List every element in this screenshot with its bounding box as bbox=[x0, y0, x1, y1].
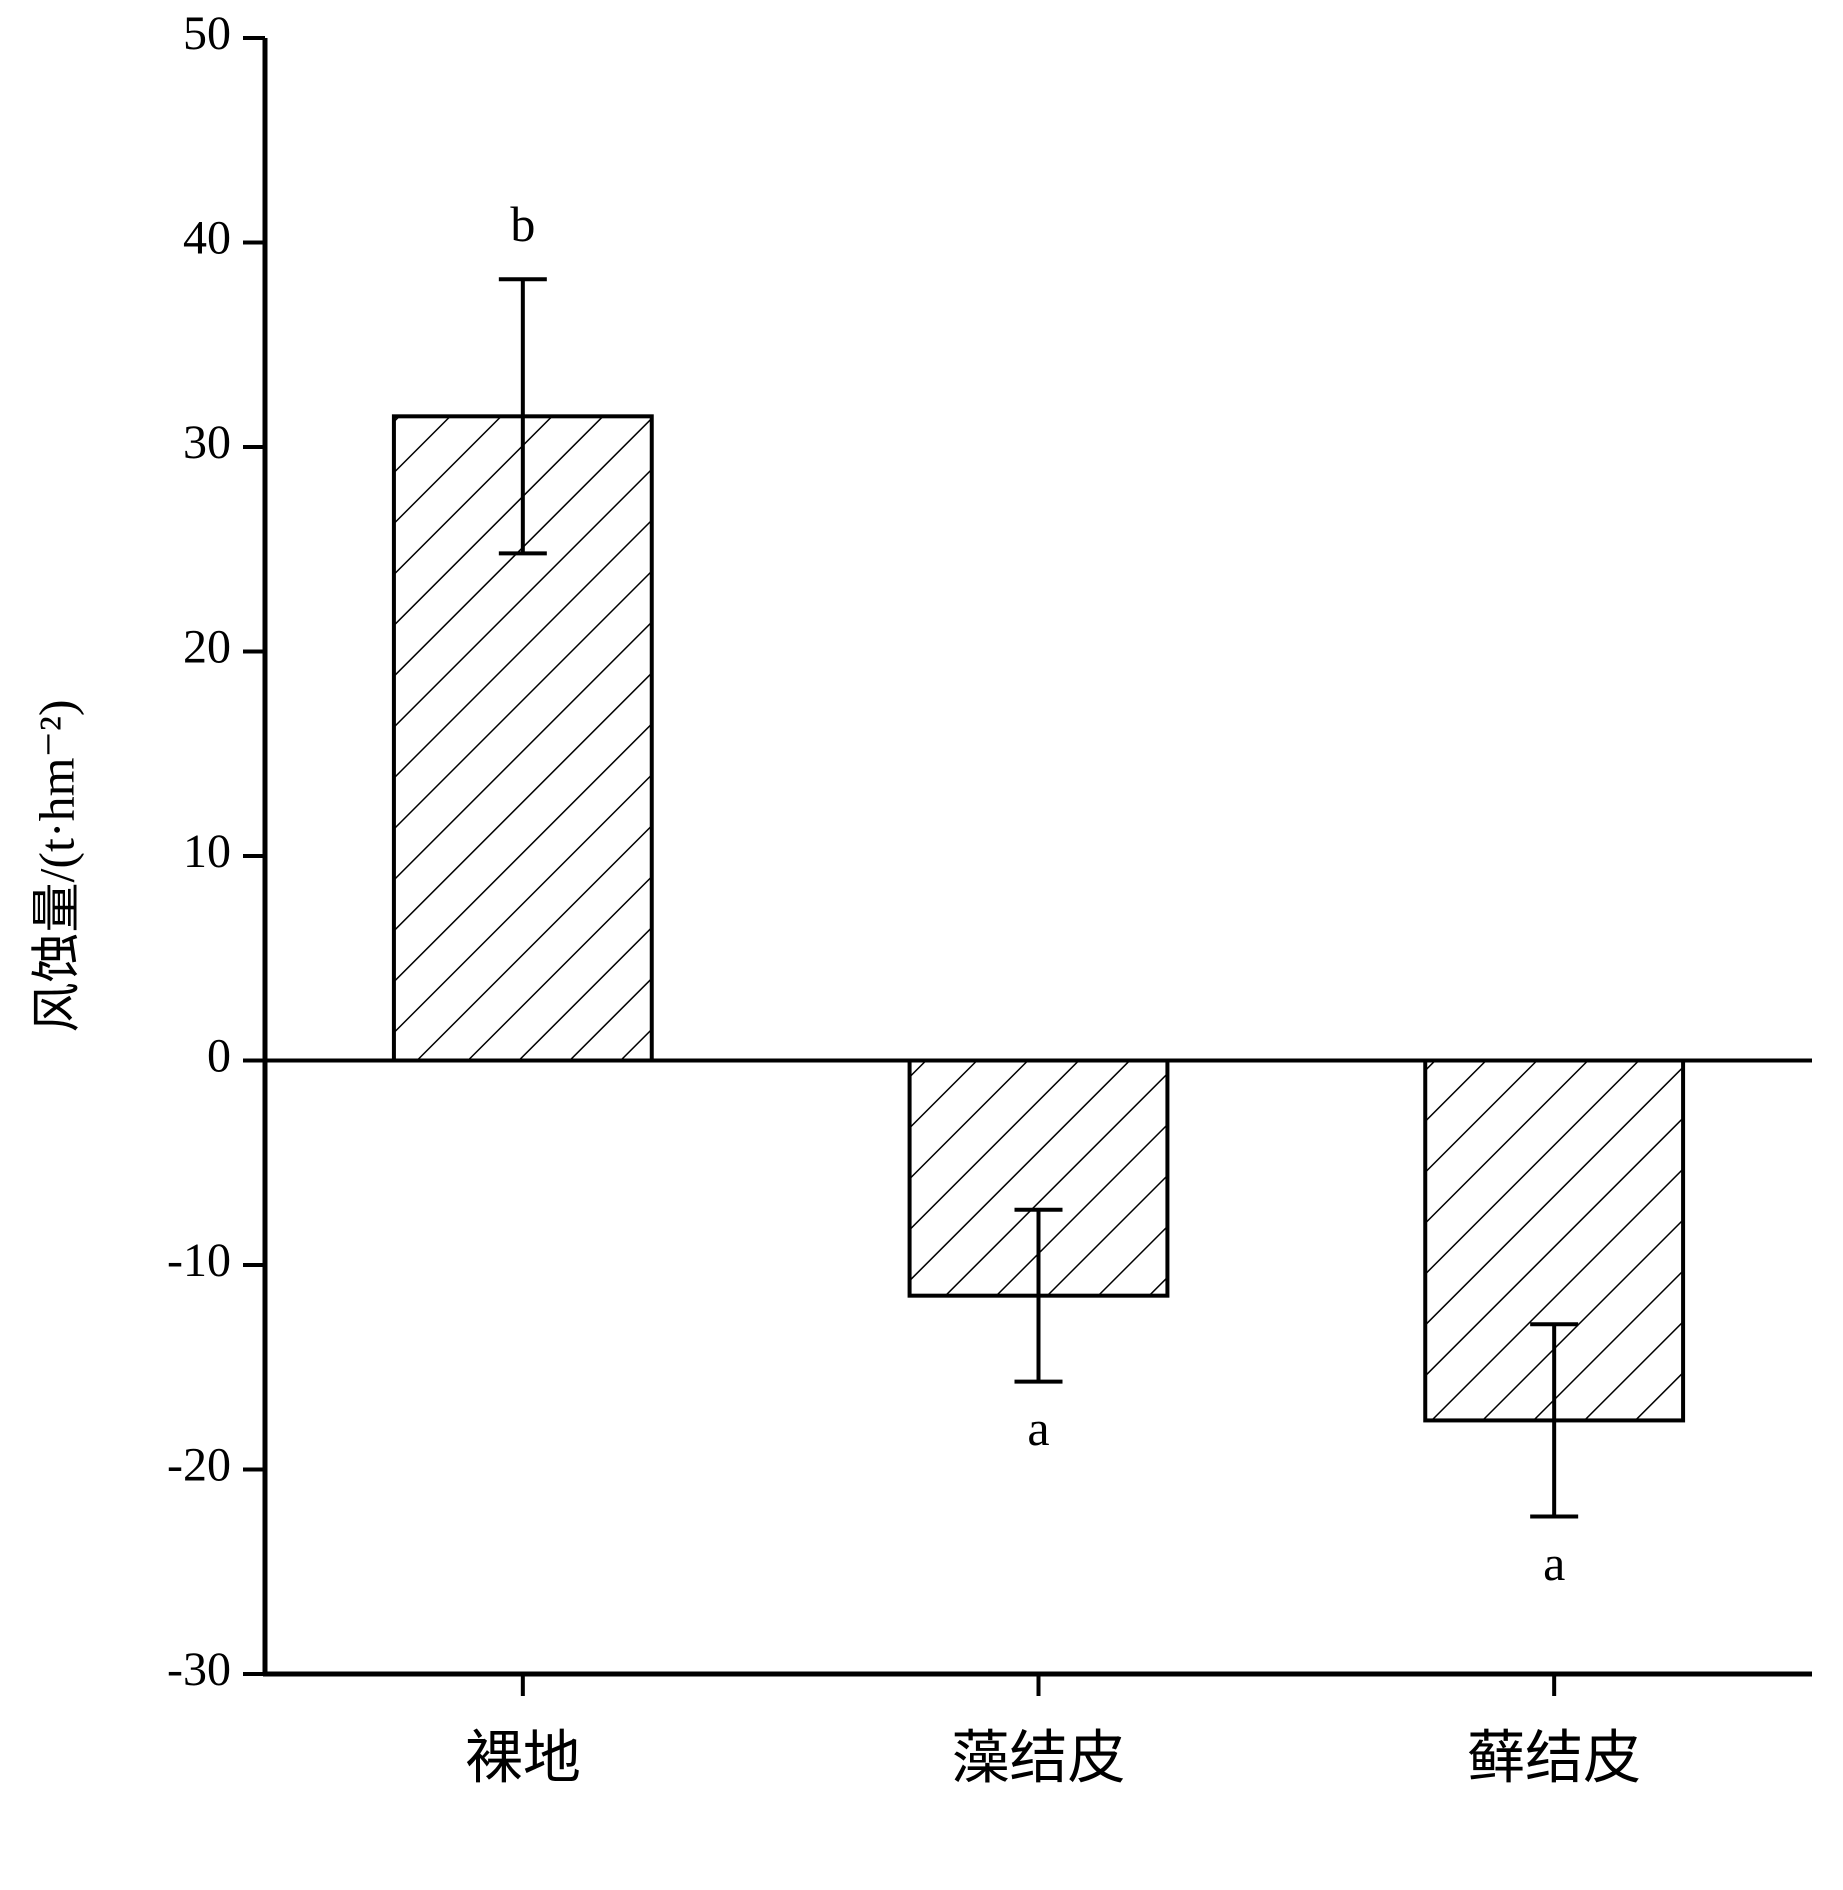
y-tick-label: 0 bbox=[207, 1030, 231, 1083]
y-tick-label: 30 bbox=[183, 416, 231, 469]
y-tick-label: -10 bbox=[167, 1234, 231, 1287]
y-tick-label: 50 bbox=[183, 7, 231, 60]
x-tick-label: 藓结皮 bbox=[1467, 1725, 1641, 1790]
y-tick-label: 20 bbox=[183, 621, 231, 674]
y-axis-label: 风蚀量/(t·hm⁻²) bbox=[28, 699, 84, 1032]
x-tick-label: 裸地 bbox=[465, 1725, 581, 1790]
annotation: a bbox=[1543, 1535, 1565, 1591]
y-tick-label: 10 bbox=[183, 825, 231, 878]
annotation: a bbox=[1027, 1400, 1049, 1456]
annotation: b bbox=[510, 196, 535, 252]
y-tick-label: -30 bbox=[167, 1643, 231, 1696]
y-tick-label: 40 bbox=[183, 212, 231, 265]
y-tick-label: -20 bbox=[167, 1439, 231, 1492]
x-tick-label: 藻结皮 bbox=[951, 1725, 1125, 1790]
